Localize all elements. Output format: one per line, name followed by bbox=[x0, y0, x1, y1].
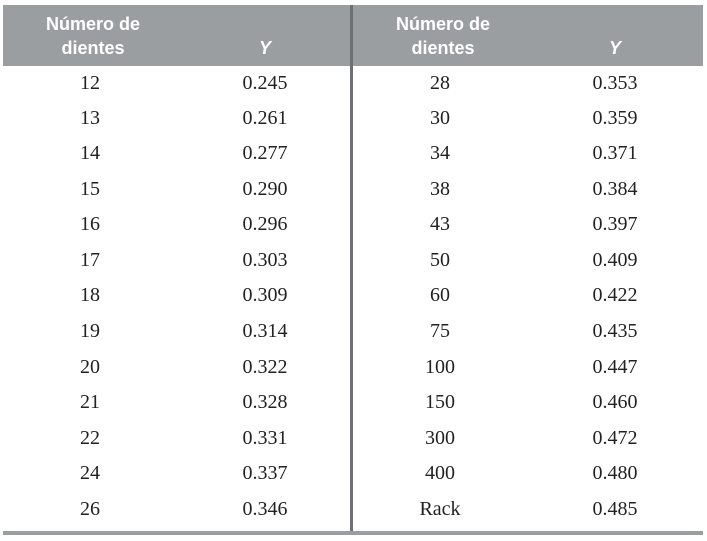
y-cell: 0.277 bbox=[242, 142, 288, 164]
table-row: 24 0.337 400 0.480 bbox=[3, 456, 703, 491]
teeth-cell: 20 bbox=[80, 356, 100, 378]
column-divider bbox=[350, 5, 353, 531]
teeth-cell: 21 bbox=[80, 391, 100, 413]
teeth-cell: 22 bbox=[80, 427, 100, 449]
teeth-cell: 18 bbox=[80, 284, 100, 306]
table-row: 16 0.296 43 0.397 bbox=[3, 207, 703, 242]
teeth-cell: 15 bbox=[80, 178, 100, 200]
y-cell: 0.435 bbox=[592, 320, 638, 342]
y-cell: 0.346 bbox=[242, 498, 288, 520]
y-cell: 0.480 bbox=[592, 462, 638, 484]
header-y-right: Y bbox=[608, 38, 621, 58]
table-row: 14 0.277 34 0.371 bbox=[3, 136, 703, 171]
header-y-left: Y bbox=[258, 38, 271, 58]
y-cell: 0.322 bbox=[242, 356, 288, 378]
table-row: 17 0.303 50 0.409 bbox=[3, 243, 703, 278]
table-row: 15 0.290 38 0.384 bbox=[3, 172, 703, 207]
y-cell: 0.314 bbox=[242, 320, 288, 342]
teeth-cell: 17 bbox=[80, 249, 100, 271]
table-row: 18 0.309 60 0.422 bbox=[3, 278, 703, 313]
teeth-cell: 38 bbox=[430, 178, 450, 200]
teeth-cell: 28 bbox=[430, 72, 450, 94]
y-cell: 0.460 bbox=[592, 391, 638, 413]
table-row: 13 0.261 30 0.359 bbox=[3, 101, 703, 136]
teeth-cell: Rack bbox=[419, 498, 461, 520]
teeth-cell: 43 bbox=[430, 213, 450, 235]
teeth-cell: 24 bbox=[80, 462, 100, 484]
y-cell: 0.296 bbox=[242, 213, 288, 235]
y-cell: 0.353 bbox=[592, 72, 638, 94]
teeth-cell: 75 bbox=[430, 320, 450, 342]
teeth-cell: 50 bbox=[430, 249, 450, 271]
y-cell: 0.472 bbox=[592, 427, 638, 449]
bottom-rule bbox=[3, 531, 703, 535]
teeth-cell: 30 bbox=[430, 107, 450, 129]
y-cell: 0.422 bbox=[592, 284, 638, 306]
teeth-cell: 34 bbox=[430, 142, 450, 164]
y-cell: 0.337 bbox=[242, 462, 288, 484]
teeth-cell: 16 bbox=[80, 213, 100, 235]
y-cell: 0.384 bbox=[592, 178, 638, 200]
y-cell: 0.245 bbox=[242, 72, 288, 94]
y-cell: 0.309 bbox=[242, 284, 288, 306]
header-teeth-right: Número de dientes bbox=[395, 14, 491, 58]
teeth-cell: 150 bbox=[425, 391, 455, 413]
y-cell: 0.359 bbox=[592, 107, 638, 129]
table-row: 22 0.331 300 0.472 bbox=[3, 421, 703, 456]
table-row: 19 0.314 75 0.435 bbox=[3, 314, 703, 349]
y-cell: 0.409 bbox=[592, 249, 638, 271]
table-header: Número de dientes Y Número de dientes Y bbox=[3, 5, 703, 66]
lewis-form-factor-table: Número de dientes Y Número de dientes Y … bbox=[3, 5, 703, 535]
table-row: 20 0.322 100 0.447 bbox=[3, 350, 703, 385]
y-cell: 0.331 bbox=[242, 427, 288, 449]
teeth-cell: 19 bbox=[80, 320, 100, 342]
teeth-cell: 26 bbox=[80, 498, 100, 520]
table-row: 12 0.245 28 0.353 bbox=[3, 66, 703, 101]
table-row: 26 0.346 Rack 0.485 bbox=[3, 492, 703, 527]
header-teeth-left: Número de dientes bbox=[45, 14, 141, 58]
teeth-cell: 12 bbox=[80, 72, 100, 94]
teeth-cell: 400 bbox=[425, 462, 455, 484]
y-cell: 0.261 bbox=[242, 107, 288, 129]
teeth-cell: 14 bbox=[80, 142, 100, 164]
table-row: 21 0.328 150 0.460 bbox=[3, 385, 703, 420]
y-cell: 0.290 bbox=[242, 178, 288, 200]
y-cell: 0.485 bbox=[592, 498, 638, 520]
y-cell: 0.447 bbox=[592, 356, 638, 378]
teeth-cell: 300 bbox=[425, 427, 455, 449]
y-cell: 0.397 bbox=[592, 213, 638, 235]
teeth-cell: 13 bbox=[80, 107, 100, 129]
teeth-cell: 100 bbox=[425, 356, 455, 378]
y-cell: 0.371 bbox=[592, 142, 638, 164]
teeth-cell: 60 bbox=[430, 284, 450, 306]
y-cell: 0.328 bbox=[242, 391, 288, 413]
y-cell: 0.303 bbox=[242, 249, 288, 271]
